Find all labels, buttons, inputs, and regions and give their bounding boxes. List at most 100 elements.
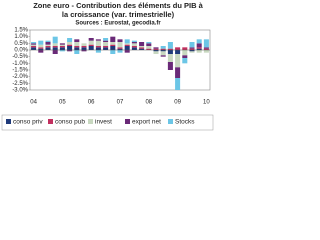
bar-segment (189, 50, 195, 52)
bar-segment (203, 39, 209, 48)
bar-segment (182, 55, 188, 58)
bar-segment (175, 78, 181, 90)
y-tick-label: -1.5% (12, 68, 28, 74)
bar-segment (31, 43, 37, 45)
bar-segment (131, 42, 137, 44)
chart-title-line2: la croissance (var. trimestrielle) (62, 10, 175, 19)
bar-segment (110, 50, 116, 54)
bar-segment (160, 55, 166, 57)
y-tick-label: -2.0% (12, 74, 28, 80)
bar-segment (74, 47, 80, 50)
bar-segment (175, 67, 181, 78)
x-tick-label: 04 (30, 100, 37, 106)
bar-segment (203, 47, 209, 49)
x-tick-label: 09 (174, 100, 181, 106)
y-tick-label: 0.0% (14, 48, 28, 54)
bar-segment (110, 46, 116, 50)
bar-segment (167, 50, 173, 54)
bar-segment (117, 39, 123, 42)
chart: Zone euro - Contribution des éléments du… (1, 1, 214, 131)
bar-segment (139, 46, 145, 48)
bar-segment (146, 48, 152, 50)
x-tick-label: 05 (59, 100, 66, 106)
bar-segment (45, 47, 51, 50)
bar-segment (196, 39, 202, 44)
bar-segment (167, 42, 173, 49)
bar-segment (196, 43, 202, 48)
bar-segment (196, 47, 202, 49)
bar-segment (31, 44, 37, 46)
bar-segment (38, 44, 44, 48)
bar-segment (95, 47, 101, 50)
bar-segment (52, 50, 58, 54)
legend-swatch (88, 119, 93, 124)
bar-segment (74, 42, 80, 46)
bar-segment (81, 46, 87, 48)
plot-frame (29, 29, 211, 91)
y-tick-label: 0.5% (14, 41, 28, 47)
legend-label: conso priv (13, 119, 43, 126)
bar-segment (103, 47, 109, 50)
legend-swatch (48, 119, 53, 124)
page: {"chart_data":{"type":"stacked_bar", "ti… (1, 0, 214, 131)
bar-segment (38, 47, 44, 49)
bar-segment (153, 47, 159, 49)
bar-segment (167, 48, 173, 50)
bar-segment (81, 47, 87, 50)
bar-segment (95, 46, 101, 48)
bar-segment (146, 42, 152, 44)
legend-label: conso pub (55, 119, 85, 126)
bar-segment (110, 36, 116, 42)
legend-label: Stocks (175, 119, 195, 126)
bar-segment (160, 50, 166, 52)
bar-segment (45, 46, 51, 48)
bar-segment (117, 42, 123, 48)
bar-segment (45, 40, 51, 42)
bar-segment (196, 48, 202, 50)
bar-segment (153, 50, 159, 52)
bar-segment (189, 47, 195, 49)
bar-segment (59, 47, 65, 50)
bar-segment (131, 47, 137, 50)
bar-segment (52, 43, 58, 46)
bar-segment (189, 48, 195, 50)
bar-segment (160, 51, 166, 56)
legend-swatch (6, 119, 11, 124)
bar-segment (110, 42, 116, 45)
legend-swatch (168, 119, 173, 124)
bar-segment (124, 50, 130, 53)
bar-segment (59, 50, 65, 52)
bar-segment (52, 46, 58, 48)
bar-segment (124, 46, 130, 50)
bar-segment (131, 46, 137, 48)
bar-segment (31, 42, 37, 44)
bar-segment (203, 50, 209, 53)
bar-segment (67, 44, 73, 46)
bar-segment (74, 50, 80, 54)
bar-segment (103, 38, 109, 41)
bar-segment (182, 50, 188, 56)
bar-segment (67, 42, 73, 45)
bar-segment (52, 47, 58, 50)
bar-segment (153, 48, 159, 50)
bar-segment (189, 42, 195, 48)
y-tick-label: 1.5% (14, 28, 28, 34)
bar-segment (117, 47, 123, 49)
bar-segment (182, 58, 188, 64)
bar-segment (160, 48, 166, 50)
x-tick-label: 07 (117, 100, 124, 106)
bar-segment (117, 50, 123, 53)
bar-segment (38, 50, 44, 53)
bar-segment (67, 38, 73, 42)
bar-segment (182, 47, 188, 50)
bar-segment (175, 50, 181, 54)
y-tick-label: -0.5% (12, 54, 28, 60)
bar-segment (139, 47, 145, 49)
legend-label: invest (95, 119, 112, 126)
bar-segment (59, 43, 65, 45)
y-tick-label: -2.5% (12, 81, 28, 87)
bar-segment (81, 43, 87, 46)
bar-segment (167, 62, 173, 70)
bar-segment (103, 40, 109, 42)
chart-title: Zone euro - Contribution des éléments du… (33, 1, 203, 10)
